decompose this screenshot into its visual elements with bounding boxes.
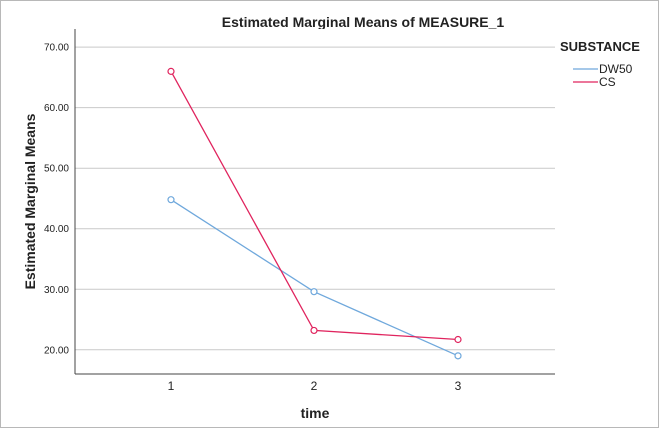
axes — [74, 29, 555, 375]
data-point-cs — [454, 335, 462, 344]
y-tick-label: 30.00 — [44, 285, 69, 296]
x-tick-labels: 1 2 3 — [168, 379, 462, 393]
y-tick-label: 60.00 — [44, 103, 69, 114]
data-point-cs — [167, 67, 175, 75]
data-point-cs — [310, 326, 318, 335]
legend-label-cs: CS — [599, 75, 616, 89]
y-tick-label: 50.00 — [44, 164, 69, 175]
x-axis-label: time — [301, 405, 330, 421]
legend-title: SUBSTANCE — [560, 39, 640, 54]
plot-area — [75, 29, 555, 374]
data-point-dw50 — [454, 352, 462, 360]
series-group — [167, 67, 462, 360]
data-point-dw50 — [310, 288, 318, 296]
y-tick-labels: 20.00 30.00 40.00 50.00 60.00 70.00 — [44, 43, 69, 357]
chart-title: Estimated Marginal Means of MEASURE_1 — [222, 14, 505, 30]
x-tick-label: 1 — [168, 379, 175, 393]
data-point-dw50 — [167, 196, 175, 204]
y-tick-label: 40.00 — [44, 224, 69, 235]
x-tick-label: 2 — [311, 379, 318, 393]
legend-label-dw50: DW50 — [599, 62, 633, 76]
gridlines — [75, 46, 555, 351]
y-axis-label: Estimated Marginal Means — [22, 113, 38, 289]
y-tick-label: 20.00 — [44, 345, 69, 356]
x-tick-label: 3 — [455, 379, 462, 393]
y-tick-label: 70.00 — [44, 43, 69, 54]
